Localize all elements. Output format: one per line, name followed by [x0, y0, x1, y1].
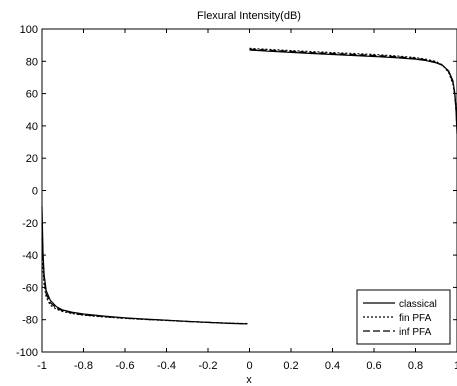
x-tick-label: 0.6: [366, 360, 381, 372]
y-tick-label: -60: [22, 282, 38, 294]
y-tick-label: 20: [26, 153, 38, 165]
legend-label: fin PFA: [399, 313, 432, 324]
series-lines: [41, 47, 457, 325]
y-tick-label: -80: [22, 315, 38, 327]
y-tick-label: -20: [22, 218, 38, 230]
x-tick-label: -0.2: [199, 360, 218, 372]
y-tick-label: -40: [22, 250, 38, 262]
legend: classical fin PFA inf PFA: [356, 289, 451, 345]
series-line-inf-pfa-segment-2: [249, 48, 457, 130]
x-tick-label: -0.8: [74, 360, 93, 372]
y-tick-label: 40: [26, 121, 38, 133]
x-tick-label: -0.4: [157, 360, 176, 372]
x-tick-label: 0: [246, 360, 252, 372]
y-tick-label: -100: [16, 347, 38, 359]
y-tick-label: 100: [20, 24, 38, 36]
y-tick-label: 60: [26, 89, 38, 101]
series-line-inf-pfa-segment-1: [41, 222, 248, 325]
x-tick-label: -0.6: [116, 360, 135, 372]
x-tick-label: -1: [37, 360, 47, 372]
x-axis-label: x: [246, 374, 252, 386]
x-tick-label: 0.2: [283, 360, 298, 372]
x-tick-label: 1: [454, 360, 457, 372]
series-line-classical-segment-2: [249, 49, 457, 135]
y-tick-label: 0: [32, 186, 38, 198]
y-tick-label: 80: [26, 56, 38, 68]
chart-title: Flexural Intensity(dB): [197, 10, 301, 22]
legend-label: inf PFA: [399, 327, 432, 338]
series-line-classical-segment-1: [41, 206, 248, 325]
y-axis-ticks: -100 -80 -60 -40 -20 0 20 40 60 80 100: [16, 24, 457, 359]
x-tick-label: 0.4: [325, 360, 340, 372]
series-line-fin-pfa-segment-1: [41, 238, 248, 325]
legend-label: classical: [399, 299, 437, 310]
x-tick-label: 0.8: [408, 360, 423, 372]
x-axis-ticks: -1 -0.8 -0.6 -0.4 -0.2 0 0.2 0.4 0.6 0.8 1: [37, 29, 457, 372]
